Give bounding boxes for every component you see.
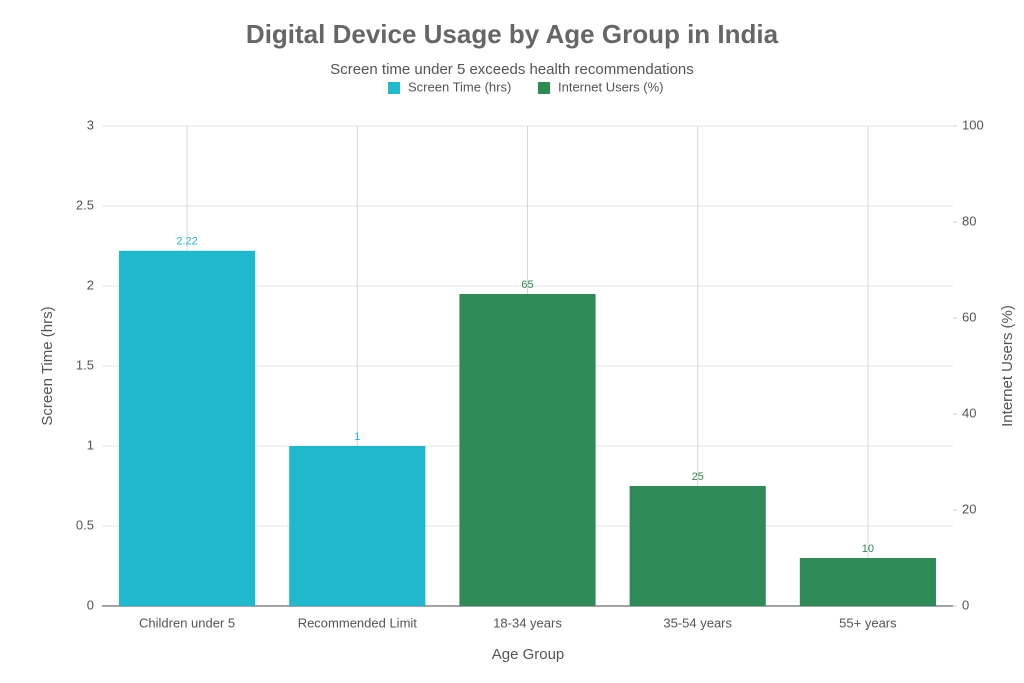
x-tick-label: Recommended Limit <box>298 615 418 630</box>
value-label: 65 <box>521 279 533 291</box>
bar <box>459 294 596 606</box>
y-axis-title: Screen Time (hrs) <box>39 306 56 425</box>
legend-label: Screen Time (hrs) <box>408 79 511 94</box>
y-tick-label: 0.5 <box>76 517 94 532</box>
x-axis-title: Age Group <box>492 646 565 663</box>
y2-tick-label: 40 <box>962 405 976 420</box>
bar <box>799 558 936 606</box>
x-tick-label: 35-54 years <box>663 615 732 630</box>
value-label: 2.22 <box>176 236 197 248</box>
chart-subtitle: Screen time under 5 exceeds health recom… <box>330 61 694 78</box>
x-tick-label: 55+ years <box>839 615 897 630</box>
bar <box>119 250 256 607</box>
y-tick-label: 1 <box>87 437 94 452</box>
y2-tick-label: 100 <box>962 117 984 132</box>
value-label: 1 <box>354 431 360 443</box>
y-tick-label: 0 <box>87 597 94 612</box>
x-tick-label: 18-34 years <box>493 615 562 630</box>
legend-label: Internet Users (%) <box>558 79 663 94</box>
y2-axis-title: Internet Users (%) <box>999 305 1016 427</box>
y-tick-label: 1.5 <box>76 357 94 372</box>
value-label: 25 <box>692 471 704 483</box>
y2-tick-label: 0 <box>962 597 969 612</box>
y2-tick-label: 60 <box>962 309 976 324</box>
legend: Screen Time (hrs) Internet Users (%) <box>388 79 663 94</box>
y-tick-label: 2.5 <box>76 197 94 212</box>
y2-tick-label: 20 <box>962 501 976 516</box>
y-tick-label: 3 <box>87 117 94 132</box>
bar <box>289 446 426 606</box>
y2-tick-label: 80 <box>962 213 976 228</box>
legend-swatch <box>538 82 550 94</box>
value-label: 10 <box>862 543 874 555</box>
legend-swatch <box>388 82 400 94</box>
bar <box>629 486 766 606</box>
x-tick-label: Children under 5 <box>139 615 235 630</box>
y-tick-label: 2 <box>87 277 94 292</box>
chart-title: Digital Device Usage by Age Group in Ind… <box>246 19 779 49</box>
